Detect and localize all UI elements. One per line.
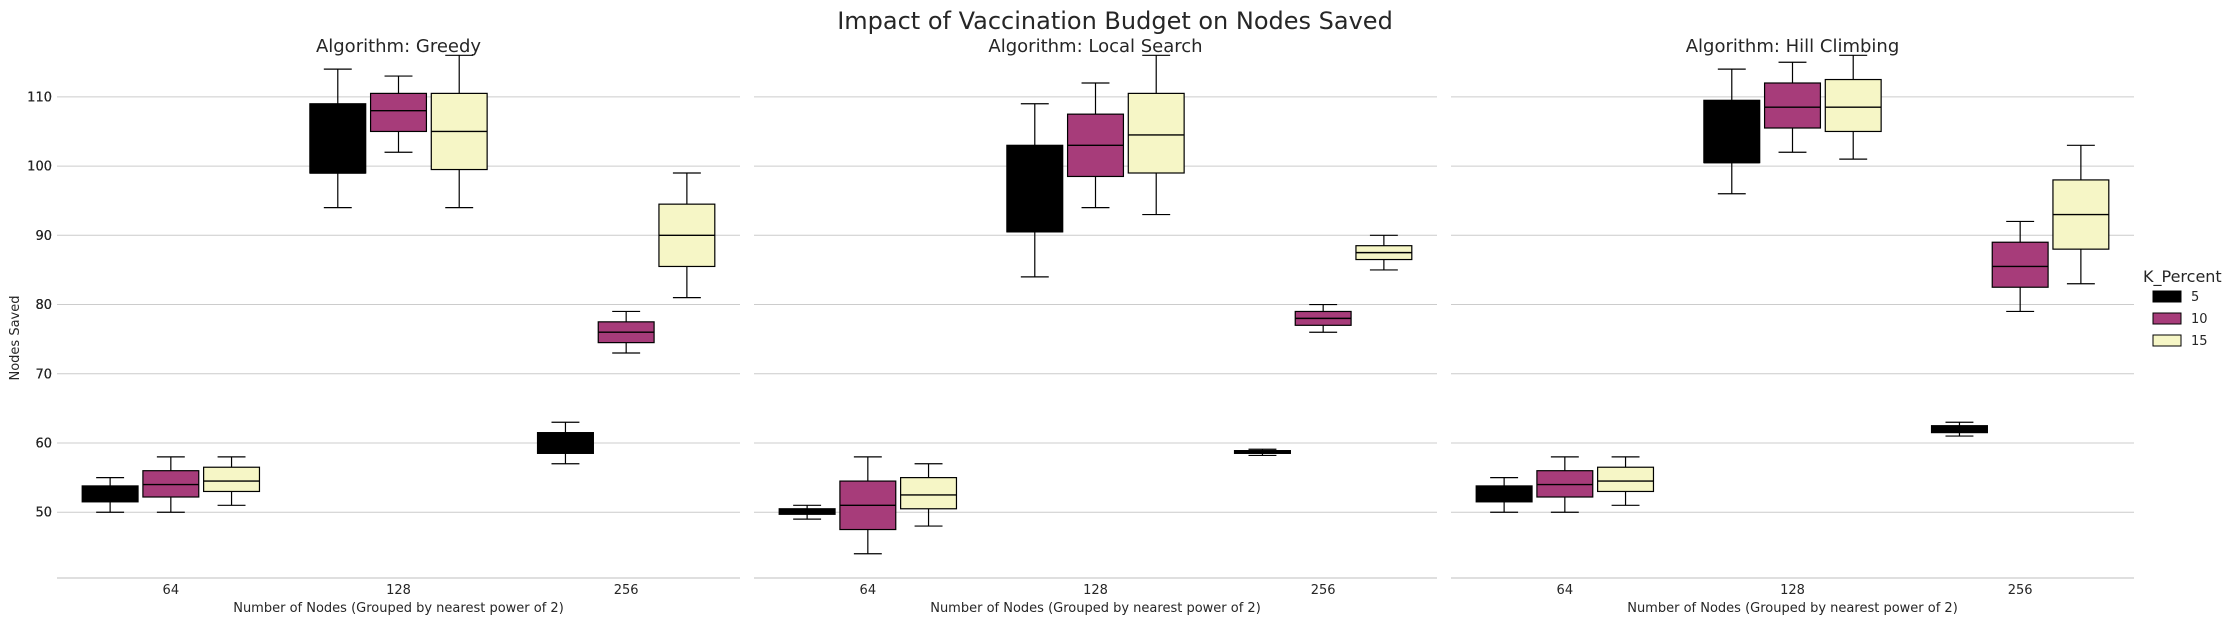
y-tick-label: 70 [35, 367, 52, 382]
box-15-256 [658, 172, 716, 299]
box-10-64 [142, 456, 200, 513]
box-15-128 [1127, 54, 1185, 216]
box-5-64 [81, 477, 139, 513]
panel-2: Algorithm: Local Search 50 60 70 80 90 100 110 6… [27, 36, 1437, 616]
y-tick-label: 100 [27, 160, 52, 175]
panel-1: Algorithm: Greedy 50 60 70 80 90 100 110 64 128 25… [8, 36, 740, 616]
box-body [1597, 466, 1655, 493]
box-5-128 [1006, 103, 1064, 278]
legend-swatch [2152, 334, 2182, 347]
box-10-64 [1536, 456, 1594, 513]
box-15-64 [203, 456, 261, 506]
box-body [203, 466, 261, 493]
y-tick-label: 60 [35, 437, 52, 452]
x-axis-label: Number of Nodes (Grouped by nearest powe… [1627, 601, 1958, 616]
y-tick-label: 50 [35, 506, 52, 521]
y-tick-label: 60 [35, 437, 52, 452]
panel-title: Algorithm: Local Search [988, 36, 1202, 57]
panel-title: Algorithm: Greedy [316, 36, 481, 57]
y-axis-label: Nodes Saved [8, 296, 23, 381]
legend-title: K_Percent [2143, 267, 2222, 287]
box-5-256 [1930, 421, 1988, 437]
box-10-256 [1294, 303, 1352, 333]
y-tick-label: 60 [35, 437, 52, 452]
x-tick-label: 128 [386, 583, 411, 598]
y-tick-label: 90 [35, 229, 52, 244]
y-tick-label: 80 [35, 298, 52, 313]
box-body [900, 477, 958, 510]
box-10-256 [1991, 220, 2049, 313]
box-15-128 [1824, 54, 1882, 160]
box-5-256 [536, 421, 594, 465]
box-body [1127, 92, 1185, 174]
box-body [1763, 82, 1822, 129]
y-tick-label: 100 [27, 160, 52, 175]
y-tick-label: 90 [35, 229, 52, 244]
y-tick-label: 110 [27, 90, 52, 105]
box-body [1703, 99, 1761, 164]
legend-label: 15 [2191, 334, 2208, 349]
box-5-256 [1233, 448, 1291, 457]
box-15-64 [900, 463, 958, 527]
box-body [309, 103, 367, 174]
y-tick-label: 90 [35, 229, 52, 244]
box-10-64 [839, 456, 897, 555]
x-tick-label: 64 [1557, 583, 1574, 598]
box-15-256 [2052, 144, 2110, 285]
legend-label: 10 [2191, 312, 2208, 327]
panel-3: Algorithm: Hill Climbing 50 60 70 80 90 100 110… [27, 36, 2134, 616]
legend-swatch [2152, 312, 2182, 325]
figure-title: Impact of Vaccination Budget on Nodes Sa… [837, 7, 1393, 35]
box-body [369, 92, 428, 133]
box-10-256 [597, 310, 655, 354]
y-tick-label: 100 [27, 160, 52, 175]
y-tick-label: 110 [27, 90, 52, 105]
x-axis-label: Number of Nodes (Grouped by nearest powe… [233, 601, 564, 616]
y-tick-label: 110 [27, 90, 52, 105]
box-10-128 [1763, 61, 1822, 153]
box-5-128 [1703, 68, 1761, 195]
box-5-64 [1475, 477, 1533, 513]
x-tick-label: 256 [2008, 583, 2033, 598]
box-15-64 [1597, 456, 1655, 506]
x-tick-label: 64 [860, 583, 877, 598]
y-tick-label: 80 [35, 298, 52, 313]
box-10-128 [1066, 82, 1125, 209]
x-tick-label: 128 [1083, 583, 1108, 598]
box-body [81, 485, 139, 503]
x-axis-label: Number of Nodes (Grouped by nearest powe… [930, 601, 1261, 616]
y-tick-label: 50 [35, 506, 52, 521]
x-tick-label: 256 [614, 583, 639, 598]
box-body [1475, 485, 1533, 503]
legend: K_Percent 5 10 15 [2143, 267, 2222, 349]
box-5-128 [309, 68, 367, 209]
box-body [1824, 78, 1882, 133]
legend-swatch [2152, 290, 2182, 303]
box-5-64 [778, 504, 836, 520]
legend-label: 5 [2191, 290, 2199, 305]
panels: Algorithm: Greedy 50 60 70 80 90 100 110 64 128 25… [8, 36, 2134, 616]
y-tick-label: 80 [35, 298, 52, 313]
x-tick-label: 256 [1311, 583, 1336, 598]
box-15-256 [1355, 234, 1413, 271]
box-10-128 [369, 75, 428, 153]
box-body [1991, 241, 2049, 288]
y-tick-label: 70 [35, 367, 52, 382]
x-tick-label: 128 [1780, 583, 1805, 598]
panel-title: Algorithm: Hill Climbing [1686, 36, 1900, 57]
y-tick-label: 50 [35, 506, 52, 521]
x-tick-label: 64 [163, 583, 180, 598]
box-15-128 [430, 54, 488, 209]
y-tick-label: 70 [35, 367, 52, 382]
box-body [1006, 144, 1064, 233]
box-body [536, 432, 594, 454]
